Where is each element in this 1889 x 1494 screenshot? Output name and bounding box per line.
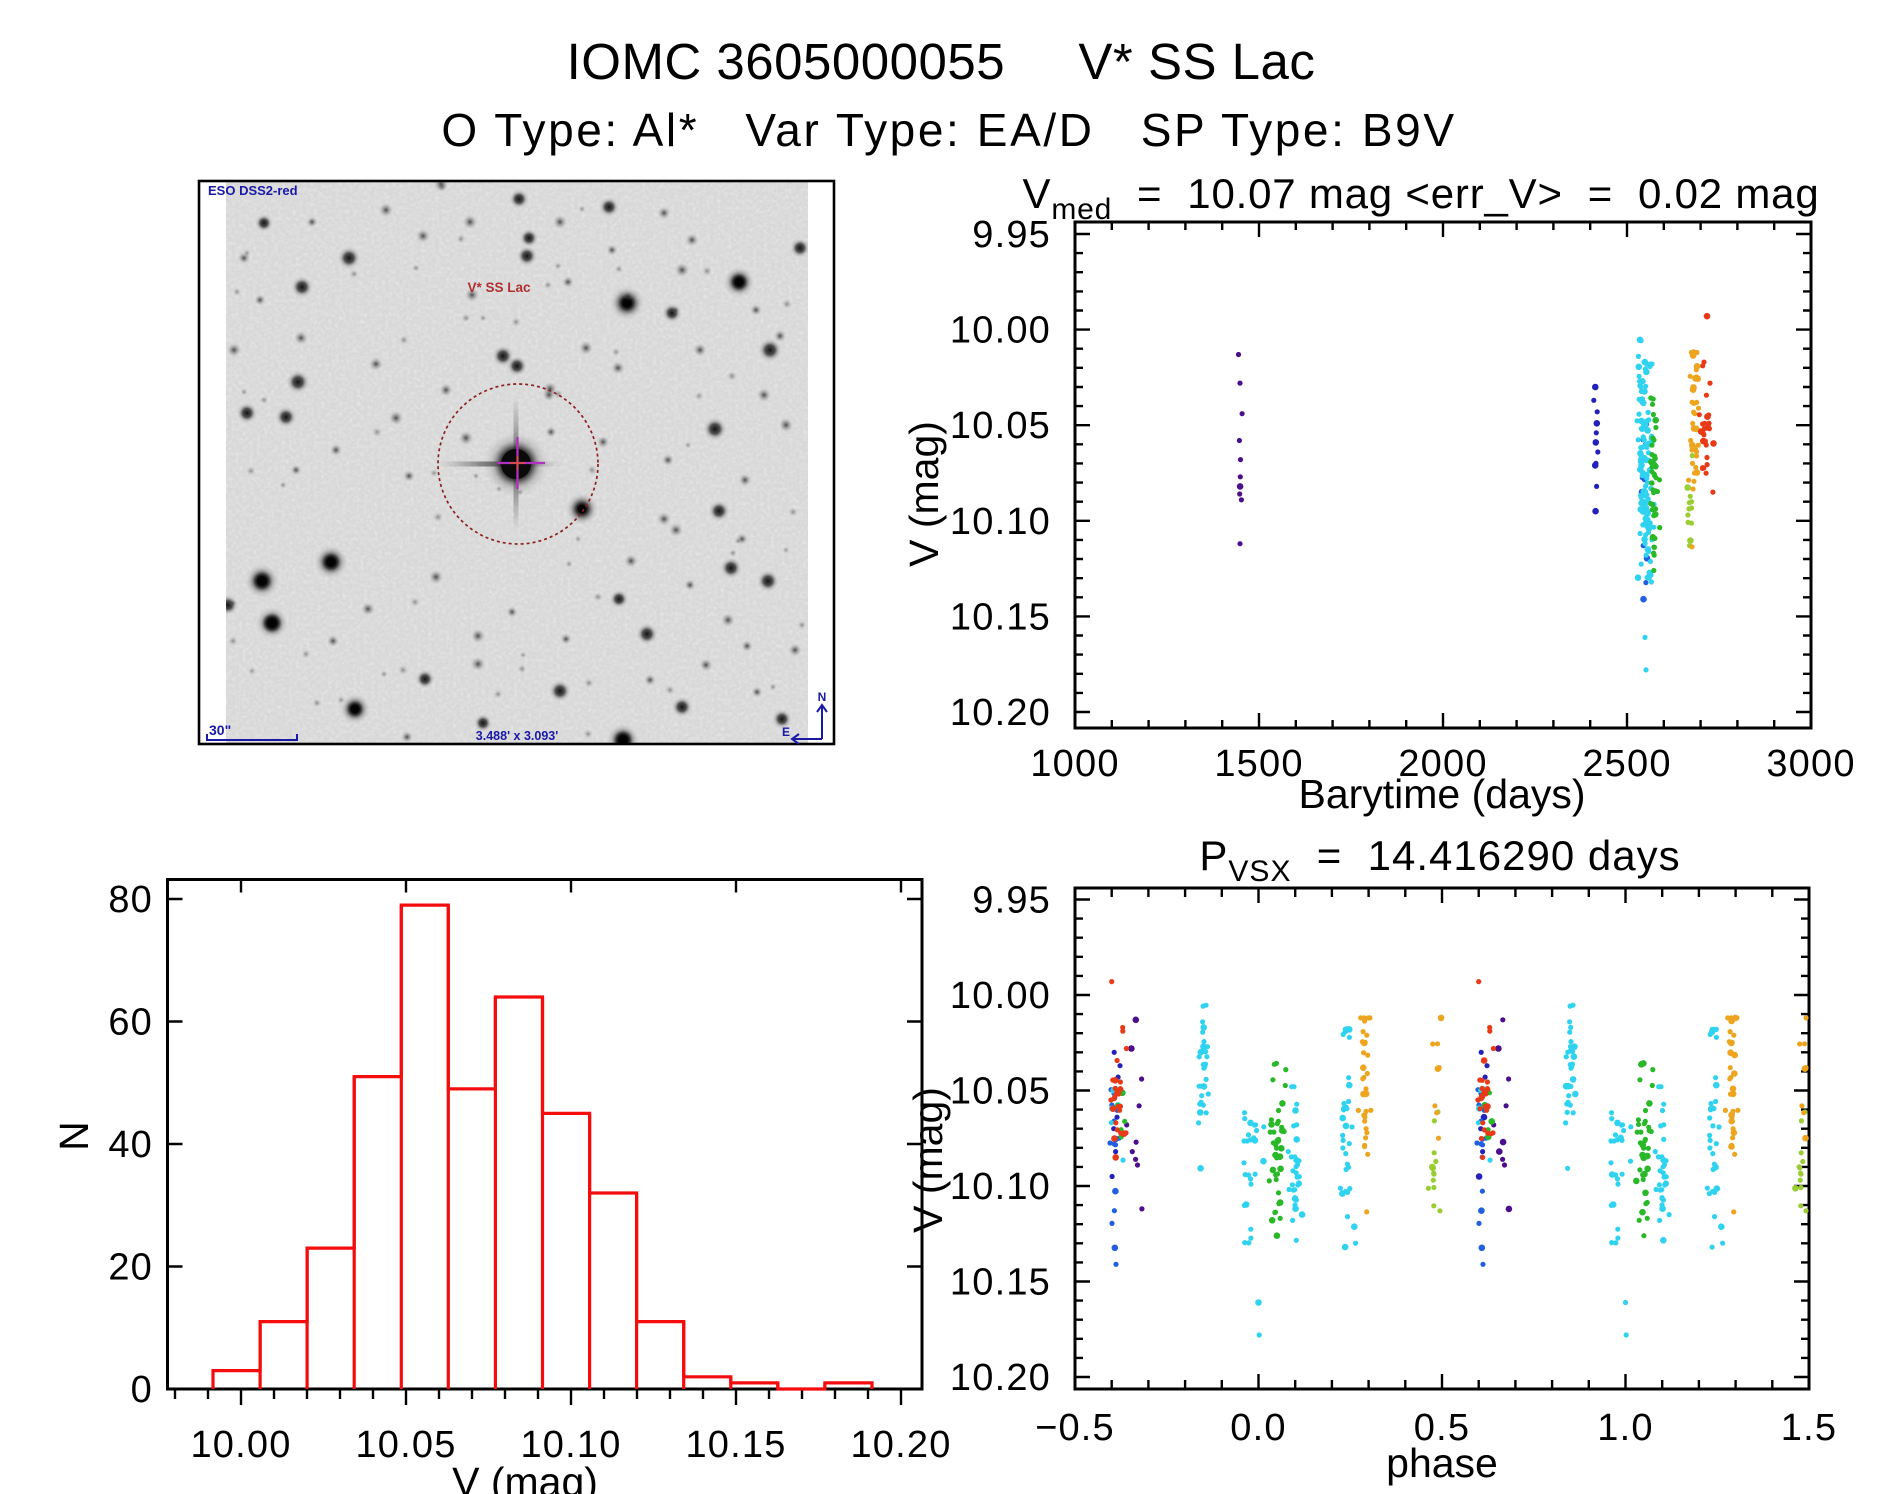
- svg-text:10.15: 10.15: [685, 1424, 786, 1466]
- svg-text:0.5: 0.5: [1414, 1407, 1470, 1449]
- svg-text:10.00: 10.00: [190, 1424, 291, 1466]
- svg-text:9.95: 9.95: [972, 880, 1051, 922]
- svg-text:1500: 1500: [1214, 743, 1303, 785]
- svg-text:V (mag): V (mag): [452, 1459, 598, 1494]
- svg-text:N: N: [818, 690, 827, 704]
- svg-text:Barytime (days): Barytime (days): [1298, 771, 1585, 817]
- svg-text:1.5: 1.5: [1781, 1407, 1837, 1449]
- svg-text:O Type: Al* Var Type: EA/D: O Type: Al* Var Type: EA/D SP Type: B9V: [441, 104, 1456, 156]
- svg-text:10.15: 10.15: [950, 596, 1051, 638]
- svg-text:10.20: 10.20: [850, 1424, 951, 1466]
- svg-text:1000: 1000: [1030, 743, 1119, 785]
- svg-text:phase: phase: [1386, 1440, 1498, 1486]
- svg-text:10.00: 10.00: [950, 310, 1051, 352]
- svg-text:10.10: 10.10: [950, 1166, 1051, 1208]
- svg-text:1.0: 1.0: [1597, 1407, 1653, 1449]
- svg-text:10.20: 10.20: [950, 692, 1051, 734]
- svg-text:10.10: 10.10: [950, 501, 1051, 543]
- svg-text:10.15: 10.15: [950, 1262, 1051, 1304]
- svg-text:V (mag): V (mag): [905, 1087, 951, 1233]
- svg-text:ESO DSS2-red: ESO DSS2-red: [208, 183, 298, 198]
- svg-text:10.05: 10.05: [355, 1424, 456, 1466]
- svg-text:E: E: [782, 725, 790, 739]
- svg-text:60: 60: [108, 1002, 153, 1044]
- svg-text:−0.5: −0.5: [1035, 1407, 1115, 1449]
- svg-text:2000: 2000: [1398, 743, 1487, 785]
- svg-text:V* SS Lac: V* SS Lac: [467, 280, 531, 295]
- svg-text:10.05: 10.05: [950, 1071, 1051, 1113]
- svg-text:IOMC 3605000055 V* SS Lac: IOMC 3605000055 V* SS Lac: [567, 33, 1316, 90]
- svg-text:80: 80: [108, 879, 153, 921]
- svg-text:10.05: 10.05: [950, 405, 1051, 447]
- svg-text:30": 30": [209, 722, 231, 738]
- svg-text:V (mag): V (mag): [901, 421, 947, 567]
- svg-text:10.10: 10.10: [520, 1424, 621, 1466]
- svg-text:10.00: 10.00: [950, 975, 1051, 1017]
- svg-text:PVSX = 14.416290 days: PVSX = 14.416290 days: [1199, 832, 1680, 888]
- svg-text:2500: 2500: [1582, 743, 1671, 785]
- svg-text:3000: 3000: [1766, 743, 1855, 785]
- svg-text:3.488' x 3.093': 3.488' x 3.093': [476, 729, 558, 743]
- svg-text:20: 20: [108, 1247, 153, 1289]
- svg-text:0: 0: [131, 1369, 153, 1411]
- svg-text:40: 40: [108, 1124, 153, 1166]
- svg-text:9.95: 9.95: [972, 214, 1051, 256]
- svg-text:0.0: 0.0: [1230, 1407, 1286, 1449]
- svg-text:10.20: 10.20: [950, 1357, 1051, 1399]
- svg-text:Vmed = 10.07 mag <err_V> =: Vmed = 10.07 mag <err_V> = 0.02 mag: [1022, 170, 1819, 226]
- svg-text:N: N: [51, 1121, 97, 1151]
